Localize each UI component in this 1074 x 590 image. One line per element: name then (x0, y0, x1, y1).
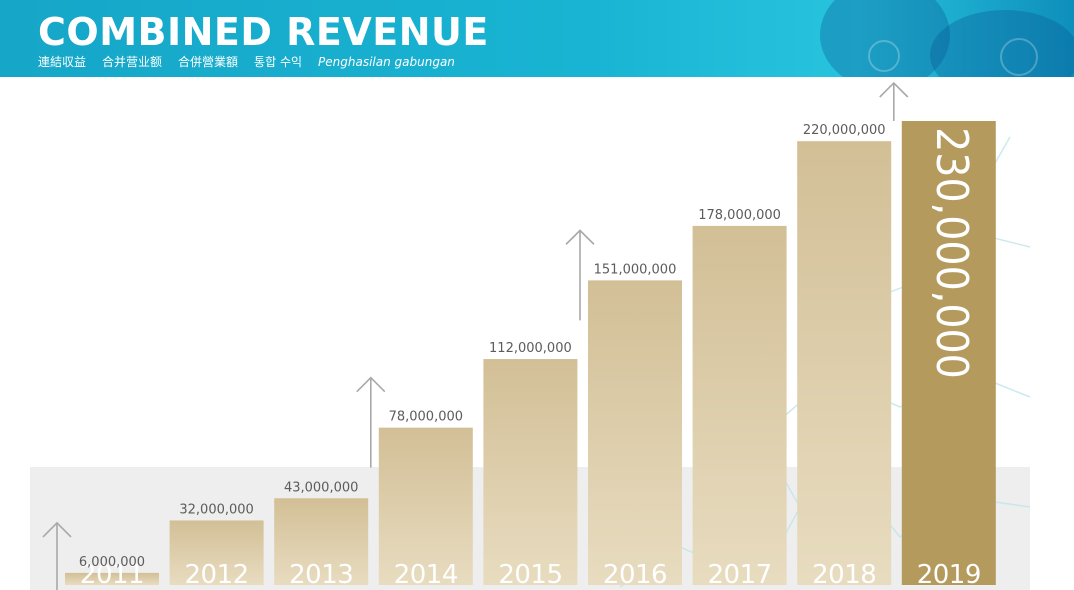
bar (169, 520, 264, 585)
title-translations: 連結収益 合并营业额 合併營業額 통합 수익 Penghasilan gabun… (38, 54, 455, 70)
subtitle-simplified-chinese: 合并营业额 (102, 55, 163, 69)
x-tick-label: 2013 (289, 560, 353, 590)
banner-decoration (868, 40, 900, 72)
subtitle-korean: 통합 수익 (254, 55, 303, 69)
x-tick-label: 2016 (603, 560, 667, 590)
data-label: 112,000,000 (489, 341, 572, 356)
bar (692, 225, 787, 585)
header-banner: COMBINED REVENUE 連結収益 合并营业额 合併營業額 통합 수익 … (0, 0, 1074, 77)
data-label: 6,000,000 (79, 555, 145, 570)
growth-arrow (565, 229, 595, 321)
x-tick-label: 2017 (708, 560, 772, 590)
bar (378, 427, 473, 585)
subtitle-indonesian: Penghasilan gabungan (318, 55, 455, 69)
subtitle-traditional-chinese: 合併營業額 (178, 55, 239, 69)
x-tick-label: 2012 (185, 560, 249, 590)
bar (274, 498, 369, 585)
growth-arrow (356, 376, 386, 468)
bar (588, 280, 682, 585)
page-title: COMBINED REVENUE (38, 10, 489, 54)
banner-decoration (1000, 38, 1038, 76)
subtitle-japanese: 連結収益 (38, 55, 87, 69)
x-tick-label: 2014 (394, 560, 458, 590)
data-label: 178,000,000 (698, 208, 781, 223)
data-label: 220,000,000 (803, 123, 886, 138)
x-tick-label: 2011 (80, 560, 144, 590)
growth-arrow (42, 521, 72, 590)
bar (797, 141, 892, 585)
bars (65, 121, 996, 585)
data-label: 78,000,000 (389, 410, 463, 425)
x-tick-label: 2015 (498, 560, 562, 590)
data-label: 43,000,000 (284, 480, 358, 495)
data-label: 151,000,000 (594, 262, 677, 277)
bar (65, 572, 159, 585)
x-tick-label: 2019 (917, 560, 981, 590)
data-label-highlight: 230,000,000 (926, 127, 977, 379)
growth-arrow (879, 81, 909, 121)
bar-highlight (901, 121, 996, 585)
data-label: 32,000,000 (179, 502, 253, 517)
growth-arrows (42, 81, 909, 590)
bar (483, 359, 578, 585)
x-tick-label: 2018 (812, 560, 876, 590)
